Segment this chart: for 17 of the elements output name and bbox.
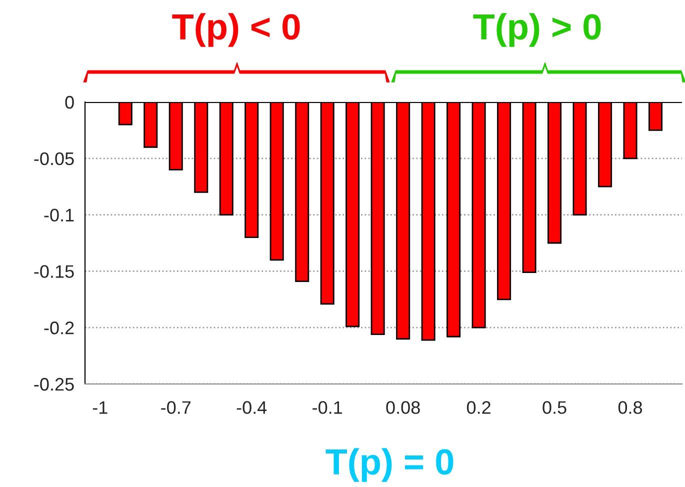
x-tick-label: -1: [92, 401, 108, 414]
x-tick-label: 0.08: [386, 401, 420, 414]
y-tick-label: -0.15: [34, 265, 74, 278]
y-tick-label: -0.05: [34, 152, 74, 166]
x-tick-label: 0.2: [466, 401, 490, 414]
text: T(p) > 0: [473, 13, 601, 47]
text: T(p) < 0: [172, 13, 300, 47]
x-tick-label: -0.4: [236, 401, 267, 414]
x-tick-label: 0.8: [618, 401, 642, 414]
y-tick-label: -0.1: [44, 208, 74, 222]
y-tick-label: 0: [65, 96, 74, 109]
text: T(p) = 0: [326, 448, 454, 482]
y-tick-label: -0.2: [44, 322, 74, 334]
y-tick-label: -0.25: [34, 378, 74, 391]
x-tick-label: -0.7: [161, 401, 191, 414]
x-tick-label: -0.1: [312, 401, 342, 414]
x-tick-label: 0.5: [542, 401, 566, 414]
